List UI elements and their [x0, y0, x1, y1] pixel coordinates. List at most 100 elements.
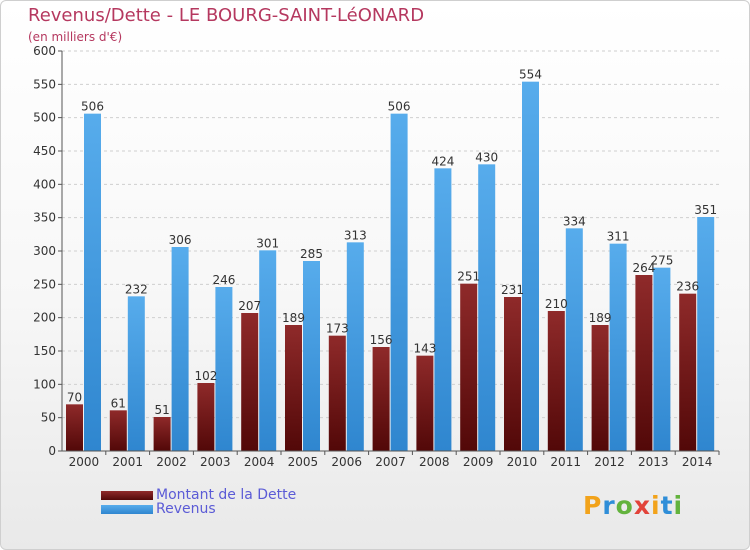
bar-revenus — [346, 242, 364, 451]
bar-revenus — [434, 168, 452, 452]
legend-label-revenus: Revenus — [156, 501, 216, 517]
logo-letter: i — [651, 491, 661, 520]
bar-revenus — [171, 247, 189, 451]
bar-dette — [416, 355, 434, 451]
data-label-revenus: 313 — [344, 228, 367, 242]
data-label-revenus: 424 — [431, 154, 454, 168]
y-tick-label: 600 — [33, 44, 56, 58]
bar-dette — [372, 347, 390, 451]
logo-letter: P — [583, 491, 603, 520]
bar-dette — [285, 325, 302, 451]
data-label-dette: 143 — [413, 342, 436, 356]
bar-revenus — [215, 287, 233, 451]
data-label-revenus: 334 — [563, 214, 586, 228]
bar-dette — [241, 313, 259, 451]
legend-item-dette: Montant de la Dette — [101, 487, 297, 503]
x-tick-label: 2010 — [507, 455, 538, 469]
data-label-dette: 51 — [154, 403, 169, 417]
bar-revenus — [653, 267, 671, 451]
y-tick-label: 450 — [33, 144, 56, 158]
logo-letter: i — [673, 491, 684, 520]
data-label-dette: 189 — [589, 311, 612, 325]
bar-dette — [679, 293, 697, 451]
x-tick-label: 2013 — [638, 455, 669, 469]
data-label-dette: 236 — [676, 280, 699, 294]
proxiti-logo: Proxiti — [583, 491, 683, 520]
x-tick-label: 2009 — [463, 455, 494, 469]
data-label-dette: 173 — [326, 322, 349, 336]
data-label-dette: 102 — [194, 369, 217, 383]
data-label-revenus: 430 — [475, 150, 498, 164]
y-tick-label: 550 — [33, 77, 56, 91]
bar-revenus — [303, 261, 320, 451]
x-tick-label: 2014 — [682, 455, 713, 469]
data-label-revenus: 275 — [650, 254, 673, 268]
data-label-dette: 251 — [457, 270, 480, 284]
bar-revenus — [478, 164, 496, 452]
bar-revenus — [259, 250, 277, 451]
bar-revenus — [127, 296, 145, 451]
data-label-revenus: 311 — [607, 230, 630, 244]
data-label-revenus: 351 — [694, 203, 717, 217]
data-label-revenus: 285 — [300, 247, 323, 261]
bar-dette — [328, 335, 346, 451]
y-tick-label: 400 — [33, 177, 56, 191]
y-tick-label: 500 — [33, 111, 56, 125]
data-label-dette: 61 — [111, 396, 126, 410]
bar-dette — [197, 383, 215, 451]
x-tick-label: 2011 — [550, 455, 581, 469]
data-label-revenus: 506 — [81, 100, 104, 114]
legend-swatch-dette — [101, 490, 153, 500]
bar-dette — [460, 283, 478, 451]
x-tick-label: 2002 — [156, 455, 187, 469]
x-tick-label: 2001 — [112, 455, 143, 469]
y-tick-label: 0 — [48, 444, 56, 458]
x-tick-label: 2007 — [375, 455, 406, 469]
x-tick-label: 2003 — [200, 455, 231, 469]
y-tick-label: 250 — [33, 277, 56, 291]
x-tick-label: 2012 — [594, 455, 625, 469]
bar-dette — [591, 325, 609, 451]
y-tick-label: 150 — [33, 344, 56, 358]
data-label-revenus: 232 — [125, 282, 148, 296]
x-tick-label: 2006 — [331, 455, 362, 469]
bar-revenus — [565, 228, 583, 451]
x-tick-label: 2004 — [244, 455, 275, 469]
logo-letter: x — [633, 491, 651, 520]
chart-title: Revenus/Dette - LE BOURG-SAINT-LéONARD — [28, 5, 425, 26]
data-label-dette: 264 — [632, 261, 655, 275]
x-tick-label: 2000 — [69, 455, 100, 469]
y-tick-label: 350 — [33, 211, 56, 225]
logo-letter: o — [615, 491, 634, 520]
data-label-dette: 70 — [67, 390, 82, 404]
data-label-dette: 231 — [501, 283, 524, 297]
data-label-revenus: 301 — [256, 236, 279, 250]
data-label-dette: 156 — [370, 333, 393, 347]
bar-revenus — [609, 243, 627, 451]
chart-subtitle: (en milliers d'€) — [28, 30, 123, 44]
bar-revenus — [522, 81, 539, 452]
bar-revenus — [697, 217, 715, 451]
x-tick-label: 2005 — [288, 455, 319, 469]
bar-dette — [547, 311, 565, 451]
legend-swatch-revenus — [101, 504, 153, 514]
y-tick-label: 50 — [41, 411, 56, 425]
x-tick-label: 2008 — [419, 455, 450, 469]
bar-revenus — [390, 113, 408, 452]
data-label-dette: 207 — [238, 299, 261, 313]
data-label-dette: 210 — [545, 297, 568, 311]
bar-dette — [635, 275, 653, 451]
y-tick-label: 100 — [33, 377, 56, 391]
legend-item-revenus: Revenus — [101, 501, 216, 517]
logo-letter: t — [660, 491, 674, 520]
legend-label-dette: Montant de la Dette — [156, 487, 297, 503]
data-label-revenus: 506 — [388, 100, 411, 114]
bar-dette — [153, 417, 171, 451]
y-tick-label: 200 — [33, 311, 56, 325]
bar-dette — [504, 297, 521, 451]
data-label-revenus: 246 — [212, 273, 235, 287]
bar-dette — [109, 410, 127, 451]
y-tick-label: 300 — [33, 244, 56, 258]
